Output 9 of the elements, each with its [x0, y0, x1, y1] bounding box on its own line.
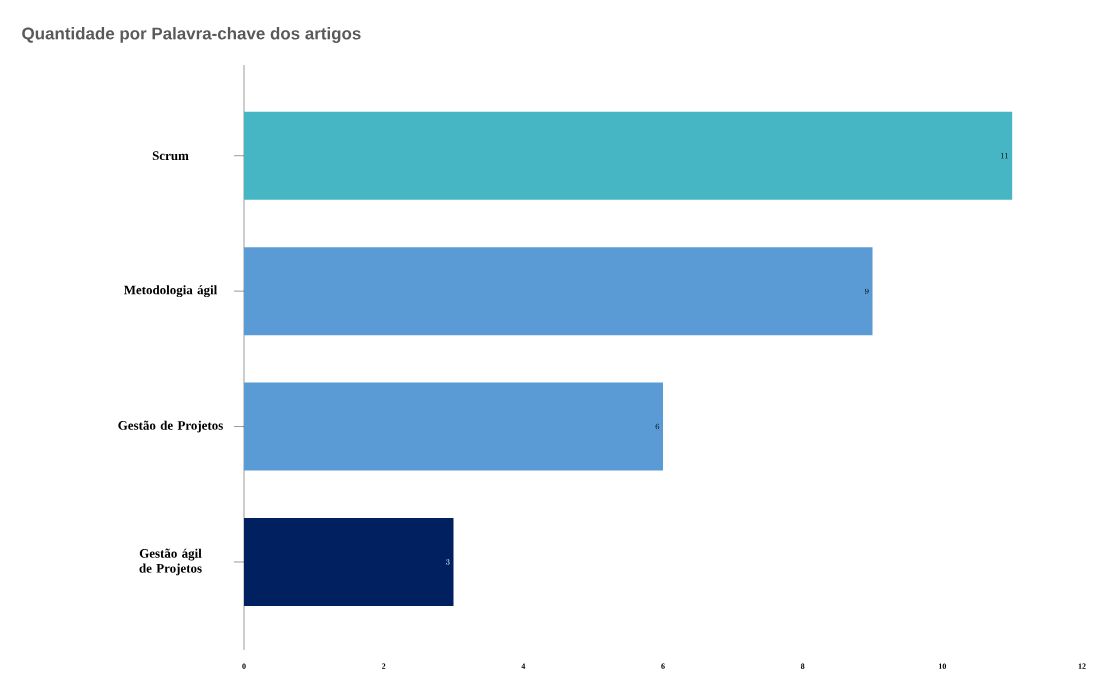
y-tick-label: Metodologia ágil [123, 285, 218, 298]
bar [244, 382, 664, 471]
bar [244, 111, 1013, 200]
y-tick-label: Gestão ágil de Projetos [139, 548, 202, 576]
bar [244, 247, 873, 336]
bar [244, 517, 454, 606]
y-tick-label: Gestão de Projetos [118, 420, 223, 433]
y-tick-label: Scrum [152, 151, 189, 161]
chart-title: Quantidade por Palavra-chave dos artigos [22, 27, 361, 43]
